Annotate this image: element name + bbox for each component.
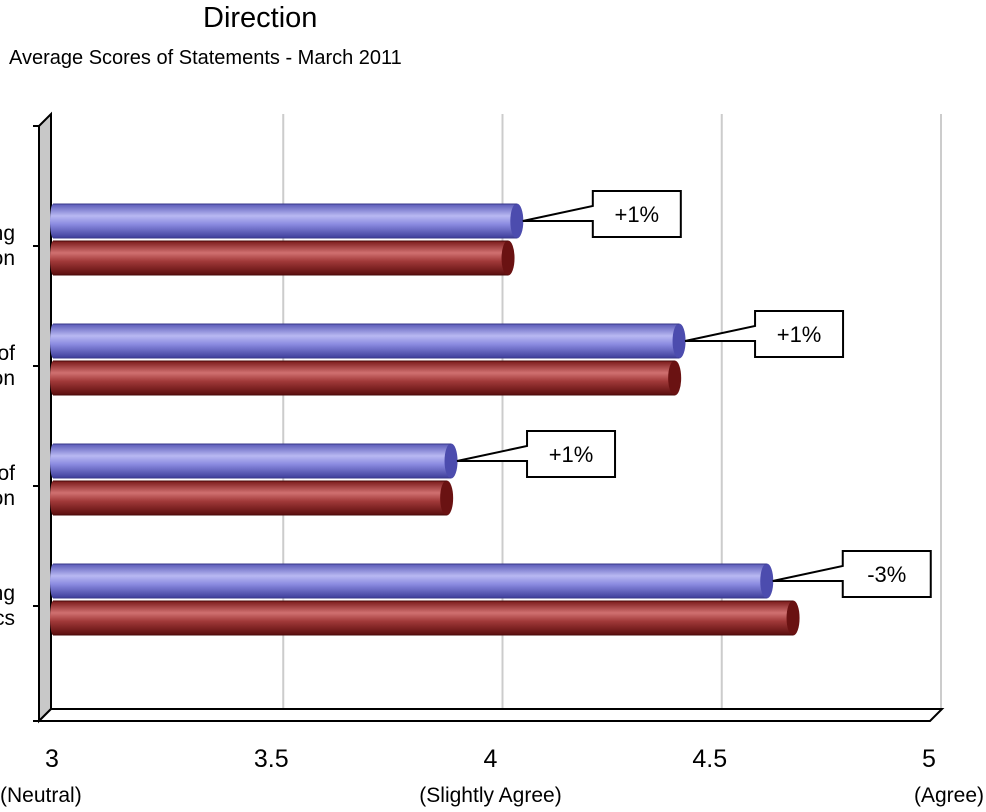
bar-body	[53, 564, 767, 598]
bar-start	[50, 324, 56, 358]
bar-start	[50, 204, 56, 238]
category-label: on	[0, 247, 15, 270]
bar-start	[50, 481, 56, 515]
bar-body	[53, 324, 680, 358]
floor	[36, 708, 945, 722]
callout-label: +1%	[549, 442, 594, 467]
x-tick-label: 4.5	[692, 745, 727, 773]
callout-label: -3%	[867, 562, 906, 587]
callout-label: +1%	[614, 202, 659, 227]
x-tick-label: 3.5	[254, 745, 289, 773]
callouts: +1% +1% +1% -3%	[456, 190, 932, 598]
bar-end-cap	[760, 563, 774, 599]
bar-start	[50, 564, 56, 598]
bar-series-2-group-1	[50, 240, 515, 276]
bar-series-1-group-1	[50, 203, 524, 239]
bar-body	[53, 361, 675, 395]
bar-series-2-group-4	[50, 600, 800, 636]
category-label: ng	[0, 222, 15, 245]
x-tick-label: 4	[484, 745, 498, 773]
bar-start	[50, 361, 56, 395]
bar-body	[53, 241, 509, 275]
category-label: of	[0, 342, 15, 365]
callout-box	[522, 190, 682, 238]
left-wall	[38, 111, 52, 724]
change-callout: -3%	[772, 550, 932, 598]
bar-body	[53, 444, 452, 478]
bar-body	[53, 481, 447, 515]
category-label: of	[0, 462, 15, 485]
bar-body	[53, 601, 794, 635]
bar-series-1-group-4	[50, 563, 774, 599]
bar-body	[53, 204, 517, 238]
x-sublabel: (Neutral)	[0, 784, 82, 807]
bar-start	[50, 241, 56, 275]
x-tick-label: 5	[922, 745, 936, 773]
axes	[33, 111, 945, 724]
bar-series-1-group-2	[50, 323, 686, 359]
bar-end-cap	[672, 323, 686, 359]
bar-end-cap	[510, 203, 524, 239]
callout-box	[684, 310, 845, 358]
bar-end-cap	[786, 600, 800, 636]
chart-title: Direction	[203, 2, 318, 34]
bar-series-2-group-2	[50, 360, 682, 396]
bar-start	[50, 601, 56, 635]
category-label: on	[0, 487, 15, 510]
bar-end-cap	[440, 480, 454, 516]
bars	[50, 203, 800, 636]
category-label: ics	[0, 607, 15, 630]
x-sublabel: (Slightly Agree)	[419, 784, 561, 807]
bar-end-cap	[668, 360, 682, 396]
bar-series-2-group-3	[50, 480, 454, 516]
axis-labels: 3 3.5 4 4.5 5 (Neutral) (Slightly Agree) (Agree…	[0, 222, 984, 807]
category-label: on	[0, 367, 15, 390]
bar-end-cap	[501, 240, 515, 276]
bar-end-cap	[444, 443, 458, 479]
x-sublabel: (Agree)	[914, 784, 984, 807]
x-tick-label: 3	[45, 745, 59, 773]
bar-series-1-group-3	[50, 443, 458, 479]
category-label: ng	[0, 582, 15, 605]
callout-box	[772, 550, 932, 598]
callout-box	[456, 430, 617, 478]
chart-subtitle: Average Scores of Statements - March 201…	[9, 47, 402, 69]
change-callout: +1%	[522, 190, 682, 238]
change-callout: +1%	[684, 310, 845, 358]
change-callout: +1%	[456, 430, 617, 478]
bar-start	[50, 444, 56, 478]
callout-label: +1%	[777, 322, 822, 347]
